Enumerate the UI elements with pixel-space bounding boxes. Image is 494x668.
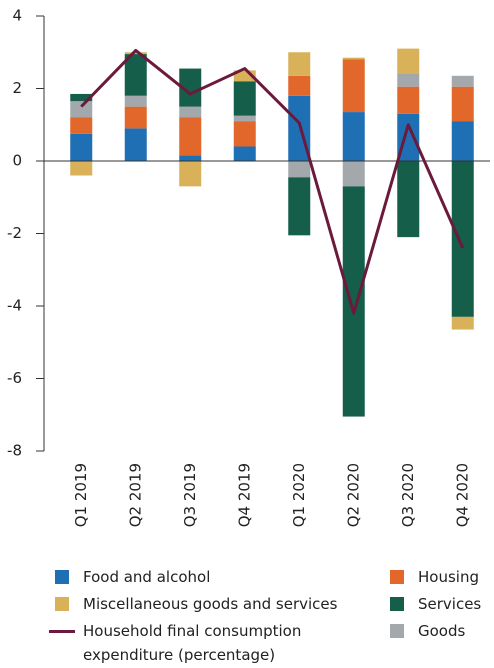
y-tick-label: -6 — [7, 369, 22, 387]
x-tick-label: Q3 2020 — [399, 463, 417, 527]
y-tick-label: -2 — [7, 224, 22, 242]
bar-segment — [342, 57, 365, 60]
legend-item: Goods — [390, 619, 465, 643]
x-tick-label: Q4 2019 — [235, 463, 253, 527]
bar-segment — [179, 161, 202, 187]
bar-segment — [179, 155, 202, 161]
bar-segment — [70, 93, 93, 102]
x-tick-label: Q4 2020 — [453, 463, 471, 527]
legend-swatch — [49, 630, 75, 633]
x-tick-label: Q1 2020 — [290, 463, 308, 527]
bar-segment — [451, 121, 474, 161]
bar-segment — [70, 161, 93, 176]
y-tick-label: 2 — [12, 79, 22, 97]
legend-label: Household final consumption expenditure … — [83, 622, 302, 664]
bar-segment — [233, 121, 256, 147]
bar-segment — [179, 106, 202, 118]
bar-segment — [179, 68, 202, 107]
bar-segment — [288, 161, 311, 178]
legend-swatch — [55, 597, 69, 611]
legend-label: Food and alcohol — [83, 568, 211, 586]
legend-label: Goods — [418, 622, 466, 640]
bar-segment — [124, 106, 147, 129]
bar-segment — [179, 117, 202, 156]
legend-label: Miscellaneous goods and services — [83, 595, 338, 613]
x-tick-label: Q3 2019 — [181, 463, 199, 527]
bar-segment — [451, 161, 474, 317]
x-tick-label: Q2 2019 — [126, 463, 144, 527]
bar-segment — [70, 101, 93, 118]
bar-segment — [233, 146, 256, 161]
legend: Food and alcohol Housing Goods Services Misc… — [0, 560, 494, 668]
legend-label: Housing — [418, 568, 479, 586]
bar-segment — [342, 112, 365, 161]
x-tick-label: Q1 2019 — [72, 463, 90, 527]
bar-segment — [288, 75, 311, 96]
bar-segment — [342, 161, 365, 187]
consumption-line — [80, 48, 465, 315]
bar-segment — [70, 117, 93, 134]
y-tick-label: -4 — [7, 297, 22, 315]
bar-segment — [397, 161, 420, 238]
bar-segment — [342, 186, 365, 417]
y-tick-label: 0 — [12, 152, 22, 170]
y-tick-label: -8 — [7, 442, 22, 460]
bar-segment — [288, 52, 311, 76]
bar-segment — [233, 81, 256, 116]
bar-segment — [233, 70, 256, 82]
bar-segment — [124, 95, 147, 107]
legend-swatch — [390, 597, 404, 611]
x-tick-label: Q2 2020 — [344, 463, 362, 527]
legend-item: Household final consumption expenditure … — [49, 619, 343, 667]
bar-segment — [124, 54, 147, 96]
legend-item: Services — [390, 592, 481, 616]
legend-swatch — [55, 570, 69, 584]
bar-segment — [451, 86, 474, 122]
chart: -8 -6 -4 -2 0 2 4 Q1 2019 Q2 2019 Q3 2019 Q4 2019 Q… — [7, 7, 490, 527]
bar-segment — [124, 52, 147, 55]
bar-segment — [397, 113, 420, 161]
bar-segment — [451, 316, 474, 330]
bar-segment — [397, 74, 420, 87]
bar-segment — [342, 59, 365, 113]
y-tick-label: 4 — [12, 7, 22, 25]
legend-item: Miscellaneous goods and services — [55, 592, 337, 616]
bar-segment — [288, 177, 311, 236]
bar-segment — [233, 115, 256, 122]
bar-segment — [124, 128, 147, 161]
bar-segment — [397, 48, 420, 74]
bar-segment — [397, 86, 420, 114]
bar-segment — [70, 133, 93, 161]
legend-swatch — [390, 570, 404, 584]
legend-item: Housing — [390, 565, 479, 589]
legend-label: Services — [418, 595, 482, 613]
legend-item: Food and alcohol — [55, 565, 210, 589]
bar-segment — [451, 75, 474, 87]
legend-swatch — [390, 624, 404, 638]
